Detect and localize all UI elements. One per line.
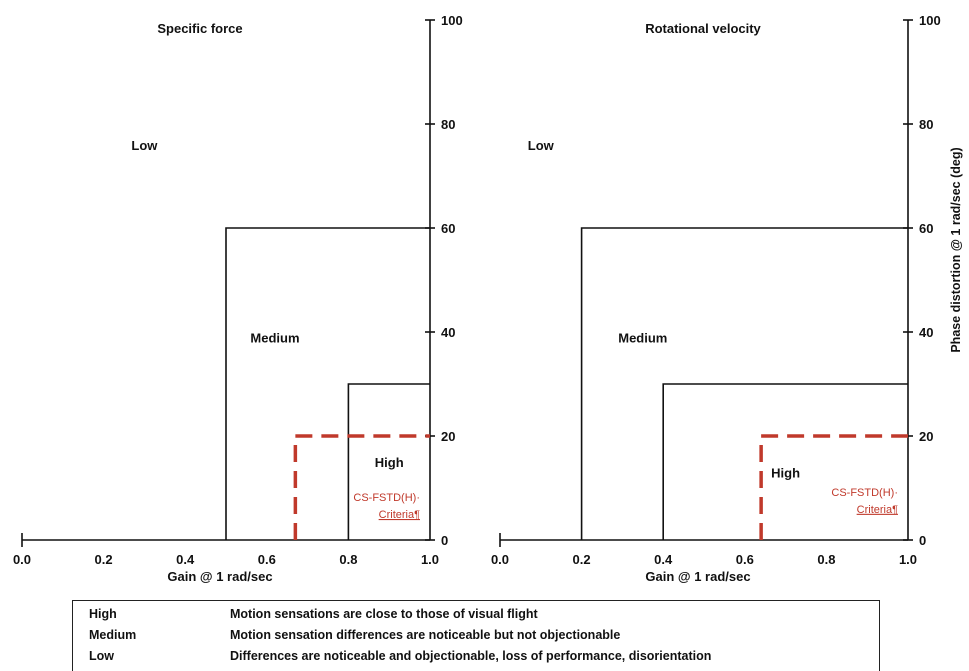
y-tick-label: 40 bbox=[919, 325, 933, 340]
x-axis-title: Gain @ 1 rad/sec bbox=[645, 569, 750, 584]
region-boundary-line bbox=[580, 227, 908, 540]
y-tick-label: 100 bbox=[441, 13, 463, 28]
y-axis-title: Phase distortion @ 1 rad/sec (deg) bbox=[949, 147, 963, 352]
y-tick-label: 20 bbox=[919, 429, 933, 444]
criteria-dashed-line bbox=[759, 434, 908, 540]
legend-row-low: Low Differences are noticeable and objec… bbox=[73, 649, 879, 669]
y-tick-label: 100 bbox=[919, 13, 941, 28]
rating-legend-table: High Motion sensations are close to thos… bbox=[72, 600, 880, 671]
y-tick-label: 0 bbox=[441, 533, 448, 548]
legend-description: Differences are noticeable and objection… bbox=[230, 649, 712, 663]
y-tick-label: 80 bbox=[441, 117, 455, 132]
y-tick-label: 60 bbox=[919, 221, 933, 236]
legend-level-label: Low bbox=[89, 649, 114, 663]
x-axis-title: Gain @ 1 rad/sec bbox=[167, 569, 272, 584]
x-tick-label: 0.0 bbox=[491, 552, 509, 567]
x-tick-label: 0.6 bbox=[258, 552, 276, 567]
y-tick-label: 40 bbox=[441, 325, 455, 340]
x-tick-label: 0.8 bbox=[339, 552, 357, 567]
chart-canvas: Specific force 0.0 0.2 0.4 0.6 0.8 1.0 Gain @ 1… bbox=[13, 13, 963, 584]
legend-description: Motion sensations are close to those of … bbox=[230, 607, 538, 621]
region-label-medium: Medium bbox=[250, 330, 299, 345]
x-tick-label: 0.2 bbox=[95, 552, 113, 567]
x-tick-label: 0.4 bbox=[176, 552, 195, 567]
y-tick-label: 0 bbox=[919, 533, 926, 548]
legend-row-medium: Medium Motion sensation differences are … bbox=[73, 628, 879, 648]
region-label-high: High bbox=[771, 466, 800, 481]
y-tick-label: 80 bbox=[919, 117, 933, 132]
region-boundary-line bbox=[225, 227, 430, 540]
x-tick-label: 0.2 bbox=[573, 552, 591, 567]
legend-row-high: High Motion sensations are close to thos… bbox=[73, 607, 879, 627]
region-label-high: High bbox=[375, 455, 404, 470]
criteria-dashed-line bbox=[293, 434, 430, 540]
criteria-annotation-line1: CS-FSTD(H)· bbox=[353, 492, 420, 504]
chart-title: Rotational velocity bbox=[645, 21, 761, 36]
x-tick-label: 1.0 bbox=[899, 552, 917, 567]
region-boundary-line bbox=[347, 383, 430, 540]
legend-level-label: High bbox=[89, 607, 117, 621]
x-tick-label: 1.0 bbox=[421, 552, 439, 567]
legend-description: Motion sensation differences are noticea… bbox=[230, 628, 621, 642]
criteria-annotation-line2: Criteria¶ bbox=[379, 509, 420, 521]
x-tick-label: 0.8 bbox=[817, 552, 835, 567]
criteria-annotation-line2: Criteria¶ bbox=[857, 504, 898, 516]
chart-title: Specific force bbox=[157, 21, 242, 36]
y-tick-label: 20 bbox=[441, 429, 455, 444]
y-tick-label: 60 bbox=[441, 221, 455, 236]
region-label-low: Low bbox=[131, 138, 158, 153]
x-tick-label: 0.0 bbox=[13, 552, 31, 567]
region-boundary-line bbox=[662, 383, 908, 540]
region-label-low: Low bbox=[528, 138, 555, 153]
x-tick-label: 0.6 bbox=[736, 552, 754, 567]
x-tick-label: 0.4 bbox=[654, 552, 673, 567]
legend-level-label: Medium bbox=[89, 628, 137, 642]
region-label-medium: Medium bbox=[618, 330, 667, 345]
criteria-annotation-line1: CS-FSTD(H)· bbox=[831, 487, 898, 499]
